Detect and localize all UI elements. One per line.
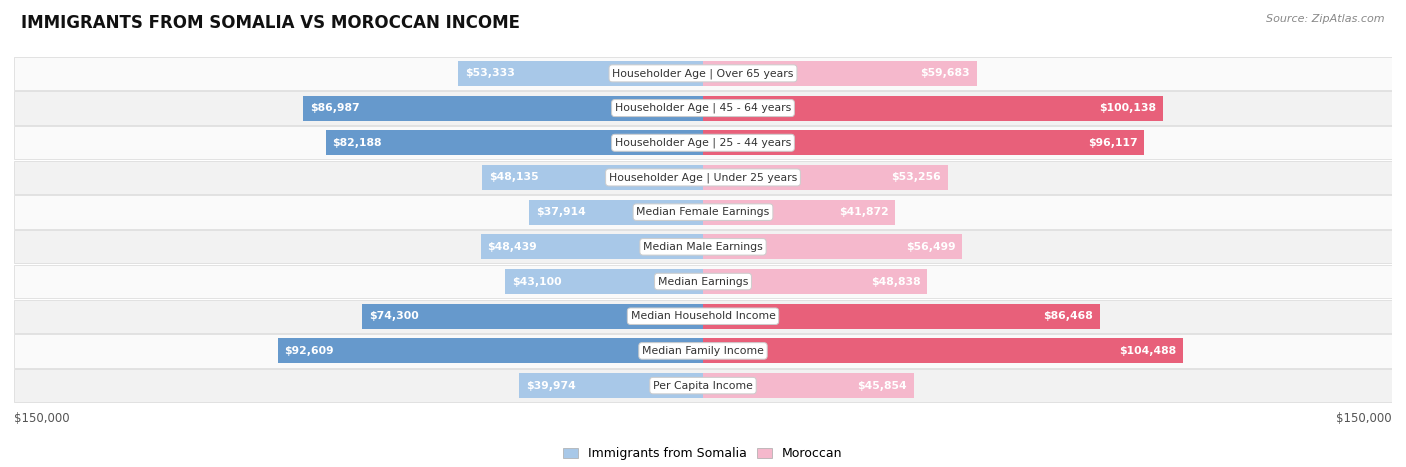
- Bar: [14, 126, 1392, 159]
- Bar: [703, 373, 914, 398]
- Bar: [361, 304, 703, 329]
- Text: Median Male Earnings: Median Male Earnings: [643, 242, 763, 252]
- Text: Householder Age | Over 65 years: Householder Age | Over 65 years: [612, 68, 794, 78]
- Bar: [703, 304, 1099, 329]
- Legend: Immigrants from Somalia, Moroccan: Immigrants from Somalia, Moroccan: [558, 442, 848, 465]
- Bar: [14, 196, 1392, 229]
- Bar: [14, 299, 1392, 333]
- Bar: [277, 339, 703, 363]
- Text: $45,854: $45,854: [858, 381, 907, 390]
- Bar: [703, 96, 1163, 120]
- Bar: [326, 130, 703, 155]
- Text: $86,987: $86,987: [311, 103, 360, 113]
- Text: Median Family Income: Median Family Income: [643, 346, 763, 356]
- Text: $43,100: $43,100: [512, 276, 561, 287]
- Text: Median Household Income: Median Household Income: [630, 311, 776, 321]
- Bar: [703, 234, 963, 259]
- Text: $150,000: $150,000: [14, 412, 70, 425]
- Bar: [703, 165, 948, 190]
- Bar: [703, 61, 977, 86]
- Text: $39,974: $39,974: [526, 381, 576, 390]
- Bar: [482, 165, 703, 190]
- Bar: [14, 265, 1392, 298]
- Text: $104,488: $104,488: [1119, 346, 1175, 356]
- Bar: [14, 369, 1392, 402]
- Text: $48,439: $48,439: [488, 242, 537, 252]
- Text: $53,256: $53,256: [891, 172, 941, 183]
- Text: Median Female Earnings: Median Female Earnings: [637, 207, 769, 217]
- Text: $48,838: $48,838: [870, 276, 921, 287]
- Bar: [14, 334, 1392, 368]
- Bar: [458, 61, 703, 86]
- Bar: [703, 339, 1182, 363]
- Bar: [703, 269, 928, 294]
- Text: $41,872: $41,872: [838, 207, 889, 217]
- Text: Householder Age | 45 - 64 years: Householder Age | 45 - 64 years: [614, 103, 792, 113]
- Text: $82,188: $82,188: [332, 138, 382, 148]
- Text: $96,117: $96,117: [1088, 138, 1137, 148]
- Bar: [14, 92, 1392, 125]
- Text: Householder Age | 25 - 44 years: Householder Age | 25 - 44 years: [614, 137, 792, 148]
- Text: $86,468: $86,468: [1043, 311, 1094, 321]
- Bar: [519, 373, 703, 398]
- Bar: [14, 230, 1392, 263]
- Text: $100,138: $100,138: [1099, 103, 1156, 113]
- Text: $74,300: $74,300: [368, 311, 419, 321]
- Text: Householder Age | Under 25 years: Householder Age | Under 25 years: [609, 172, 797, 183]
- Bar: [304, 96, 703, 120]
- Text: Source: ZipAtlas.com: Source: ZipAtlas.com: [1267, 14, 1385, 24]
- Text: $48,135: $48,135: [489, 172, 538, 183]
- Text: $37,914: $37,914: [536, 207, 585, 217]
- Text: $53,333: $53,333: [465, 68, 515, 78]
- Bar: [505, 269, 703, 294]
- Text: Median Earnings: Median Earnings: [658, 276, 748, 287]
- Text: $92,609: $92,609: [284, 346, 335, 356]
- Text: $56,499: $56,499: [905, 242, 956, 252]
- Text: IMMIGRANTS FROM SOMALIA VS MOROCCAN INCOME: IMMIGRANTS FROM SOMALIA VS MOROCCAN INCO…: [21, 14, 520, 32]
- Bar: [529, 200, 703, 225]
- Bar: [703, 130, 1144, 155]
- Bar: [14, 161, 1392, 194]
- Bar: [703, 200, 896, 225]
- Text: $150,000: $150,000: [1336, 412, 1392, 425]
- Text: Per Capita Income: Per Capita Income: [652, 381, 754, 390]
- Bar: [14, 57, 1392, 90]
- Text: $59,683: $59,683: [921, 68, 970, 78]
- Bar: [481, 234, 703, 259]
